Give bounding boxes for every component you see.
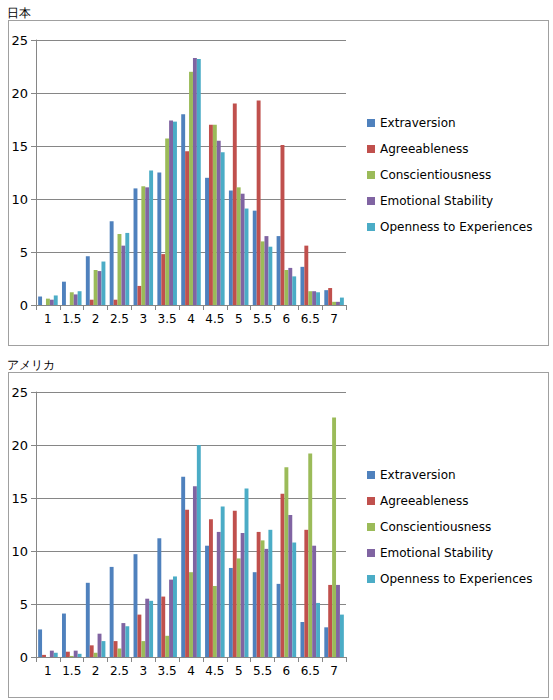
svg-text:6.5: 6.5	[301, 312, 320, 326]
svg-text:0: 0	[20, 298, 28, 313]
svg-text:5: 5	[20, 245, 28, 260]
svg-text:1.5: 1.5	[62, 312, 81, 326]
svg-text:Emotional Stability: Emotional Stability	[380, 546, 493, 560]
svg-text:1: 1	[44, 664, 52, 678]
svg-text:25: 25	[11, 385, 28, 400]
svg-text:3.5: 3.5	[158, 312, 177, 326]
svg-text:Openness to Experiences: Openness to Experiences	[380, 572, 532, 586]
svg-text:Agreeableness: Agreeableness	[380, 142, 468, 156]
svg-text:6: 6	[283, 312, 291, 326]
svg-text:日本: 日本	[7, 6, 31, 20]
svg-text:5: 5	[235, 664, 243, 678]
svg-text:3: 3	[139, 312, 147, 326]
svg-text:1: 1	[44, 312, 52, 326]
svg-text:5.5: 5.5	[253, 664, 272, 678]
svg-text:Conscientiousness: Conscientiousness	[380, 520, 491, 534]
svg-text:4: 4	[187, 664, 195, 678]
svg-text:Extraversion: Extraversion	[380, 116, 456, 130]
svg-text:6.5: 6.5	[301, 664, 320, 678]
svg-text:3.5: 3.5	[158, 664, 177, 678]
svg-text:20: 20	[11, 438, 28, 453]
svg-text:2: 2	[92, 312, 100, 326]
svg-text:アメリカ: アメリカ	[7, 358, 55, 372]
svg-text:10: 10	[11, 544, 28, 559]
svg-text:Conscientiousness: Conscientiousness	[380, 168, 491, 182]
svg-text:4.5: 4.5	[205, 664, 224, 678]
svg-text:20: 20	[11, 86, 28, 101]
svg-text:25: 25	[11, 33, 28, 48]
svg-text:6: 6	[283, 664, 291, 678]
svg-text:5: 5	[20, 597, 28, 612]
svg-text:2: 2	[92, 664, 100, 678]
svg-text:2.5: 2.5	[110, 312, 129, 326]
svg-text:15: 15	[11, 139, 28, 154]
svg-text:3: 3	[139, 664, 147, 678]
svg-text:0: 0	[20, 650, 28, 665]
svg-text:1.5: 1.5	[62, 664, 81, 678]
svg-text:2.5: 2.5	[110, 664, 129, 678]
svg-text:Emotional Stability: Emotional Stability	[380, 194, 493, 208]
svg-text:Agreeableness: Agreeableness	[380, 494, 468, 508]
svg-text:5: 5	[235, 312, 243, 326]
svg-text:Extraversion: Extraversion	[380, 468, 456, 482]
svg-text:7: 7	[330, 664, 338, 678]
svg-text:10: 10	[11, 192, 28, 207]
svg-text:5.5: 5.5	[253, 312, 272, 326]
svg-text:4: 4	[187, 312, 195, 326]
svg-text:Openness to Experiences: Openness to Experiences	[380, 220, 532, 234]
svg-text:7: 7	[330, 312, 338, 326]
svg-text:15: 15	[11, 491, 28, 506]
svg-text:4.5: 4.5	[205, 312, 224, 326]
